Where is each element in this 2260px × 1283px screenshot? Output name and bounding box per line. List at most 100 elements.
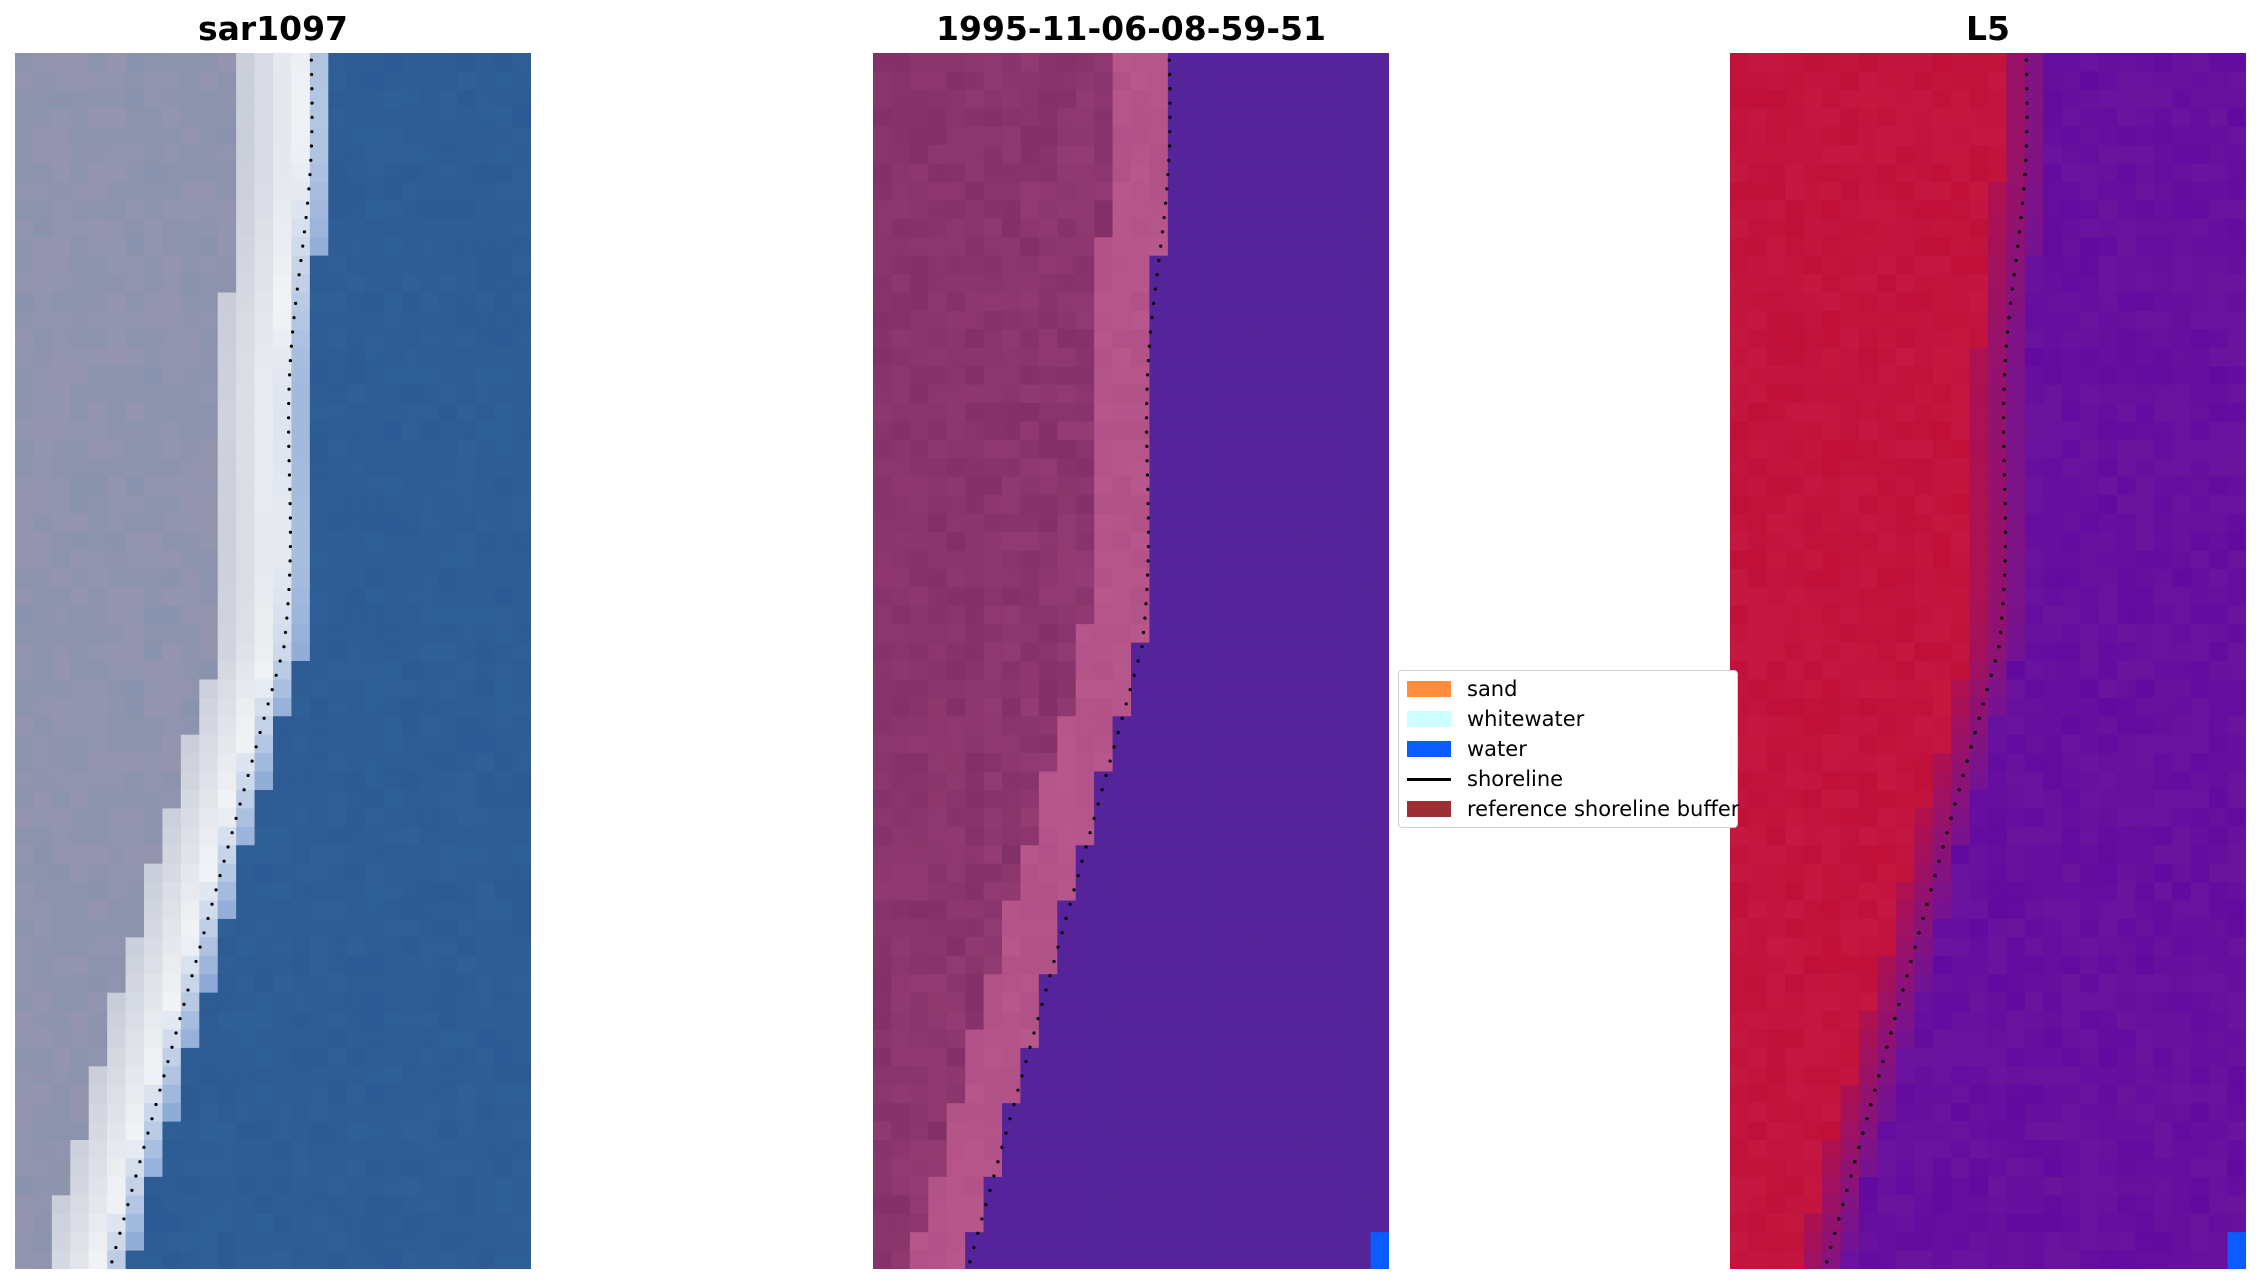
shoreline-dot bbox=[1849, 1174, 1853, 1178]
shoreline-dot bbox=[1825, 1260, 1829, 1264]
rgb-image-panel bbox=[15, 53, 531, 1269]
panel-title-mndwi: L5 bbox=[1966, 9, 2010, 48]
shoreline-dot bbox=[2024, 158, 2028, 162]
legend-item-whitewater: whitewater bbox=[1407, 706, 1584, 732]
shoreline-dot bbox=[988, 1188, 992, 1192]
shoreline-dot bbox=[1168, 130, 1172, 134]
shoreline-dot bbox=[266, 702, 270, 706]
shoreline-dot bbox=[1961, 773, 1965, 778]
shoreline-dot bbox=[1048, 974, 1052, 978]
shoreline-dot bbox=[1159, 244, 1163, 248]
shoreline-dot bbox=[968, 1260, 972, 1264]
shoreline-dot bbox=[2014, 258, 2018, 263]
legend-label-reference-buffer: reference shoreline buffer bbox=[1467, 797, 1740, 821]
shoreline-dot bbox=[1145, 459, 1149, 463]
shoreline-dot bbox=[274, 673, 278, 677]
shoreline-dot bbox=[1941, 845, 1945, 849]
shoreline-dot bbox=[996, 1160, 1000, 1164]
shoreline-dot bbox=[287, 444, 291, 449]
shoreline-dot bbox=[1989, 673, 1993, 677]
water-swatch bbox=[1407, 741, 1451, 757]
shoreline-dot bbox=[142, 1145, 146, 1149]
shoreline-dot bbox=[2024, 144, 2029, 148]
shoreline-dot bbox=[1829, 1245, 1833, 1250]
shoreline-dot bbox=[288, 516, 292, 520]
shoreline-dot bbox=[1168, 115, 1172, 119]
shoreline-dot bbox=[1104, 773, 1108, 778]
shoreline-dot bbox=[2003, 502, 2007, 506]
shoreline-dot bbox=[262, 716, 266, 720]
shoreline-dot bbox=[110, 1260, 114, 1264]
shoreline-dot bbox=[288, 573, 292, 577]
shoreline-dot bbox=[242, 788, 246, 792]
shoreline-dot bbox=[210, 902, 214, 906]
shoreline-dot bbox=[1146, 502, 1150, 506]
shoreline-dot bbox=[1132, 673, 1136, 677]
shoreline-dot bbox=[1973, 730, 1977, 735]
shoreline-dot bbox=[1146, 573, 1150, 577]
shoreline-dot bbox=[289, 344, 293, 348]
legend-label-shoreline: shoreline bbox=[1467, 767, 1564, 791]
shoreline-dot bbox=[2002, 587, 2006, 592]
shoreline-dot bbox=[1012, 1102, 1016, 1107]
shoreline-dot bbox=[2002, 430, 2006, 434]
shoreline-dot bbox=[287, 430, 291, 434]
shoreline-dot bbox=[310, 87, 314, 91]
shoreline-dot bbox=[134, 1174, 138, 1178]
shoreline-dot bbox=[286, 416, 291, 420]
shoreline-dot bbox=[206, 916, 210, 921]
shoreline-dot bbox=[309, 144, 314, 148]
shoreline-dot bbox=[2023, 173, 2027, 177]
shoreline-dot bbox=[1925, 902, 1929, 906]
shoreline-dot bbox=[1144, 602, 1148, 606]
shoreline-dot bbox=[2001, 602, 2005, 606]
shoreline-dot bbox=[1909, 959, 1913, 964]
shoreline-dot bbox=[1145, 387, 1149, 391]
shoreline-dot bbox=[2019, 215, 2023, 220]
shoreline-dot bbox=[1096, 802, 1100, 806]
shoreline-dot bbox=[285, 616, 289, 620]
shoreline-dot bbox=[1120, 716, 1124, 720]
shoreline-dot bbox=[1153, 287, 1157, 291]
shoreline-dot bbox=[1145, 444, 1149, 449]
shoreline-dot bbox=[150, 1117, 154, 1121]
shoreline-dot bbox=[1997, 645, 2001, 649]
shoreline-dot bbox=[258, 730, 262, 735]
shoreline-dot bbox=[1921, 916, 1925, 921]
shoreline-dot bbox=[1853, 1160, 1857, 1164]
shoreline-dot bbox=[1881, 1059, 1885, 1064]
shoreline-dot bbox=[291, 330, 295, 334]
shoreline-dot bbox=[1128, 688, 1132, 692]
shoreline-dot bbox=[1052, 959, 1056, 964]
shoreline-dot bbox=[1841, 1203, 1845, 1207]
shoreline-dot bbox=[299, 258, 303, 263]
shoreline-dot bbox=[1152, 301, 1156, 305]
shoreline-dot bbox=[1000, 1145, 1004, 1149]
shoreline-dot bbox=[1163, 201, 1168, 205]
shoreline-dot bbox=[1145, 587, 1149, 592]
shoreline-dot bbox=[1985, 688, 1989, 692]
shoreline-dot bbox=[2002, 387, 2006, 391]
shoreline-dot bbox=[2002, 401, 2006, 406]
shoreline-dot bbox=[310, 72, 314, 77]
shoreline-dot bbox=[1905, 974, 1909, 978]
shoreline-dot bbox=[1913, 945, 1917, 949]
shoreline-dot bbox=[1929, 888, 1933, 892]
shoreline-dot bbox=[282, 645, 286, 649]
shoreline-dot bbox=[980, 1217, 984, 1221]
shoreline-dot bbox=[146, 1131, 150, 1135]
shoreline-dot bbox=[292, 316, 296, 320]
legend-item-shoreline: shoreline bbox=[1407, 766, 1563, 792]
shoreline-dot bbox=[1162, 215, 1166, 220]
shoreline-dot bbox=[118, 1231, 122, 1235]
shoreline-dot bbox=[254, 745, 258, 749]
shoreline-dot bbox=[288, 487, 292, 491]
legend-label-water: water bbox=[1467, 737, 1527, 761]
shoreline-dot bbox=[972, 1245, 976, 1250]
shoreline-dot bbox=[230, 831, 234, 835]
shoreline-dot bbox=[1145, 473, 1150, 477]
shoreline-dot bbox=[1953, 802, 1957, 806]
reference-buffer-swatch bbox=[1407, 801, 1451, 817]
shoreline-dot bbox=[1885, 1045, 1889, 1049]
shoreline-dot bbox=[1160, 230, 1165, 234]
